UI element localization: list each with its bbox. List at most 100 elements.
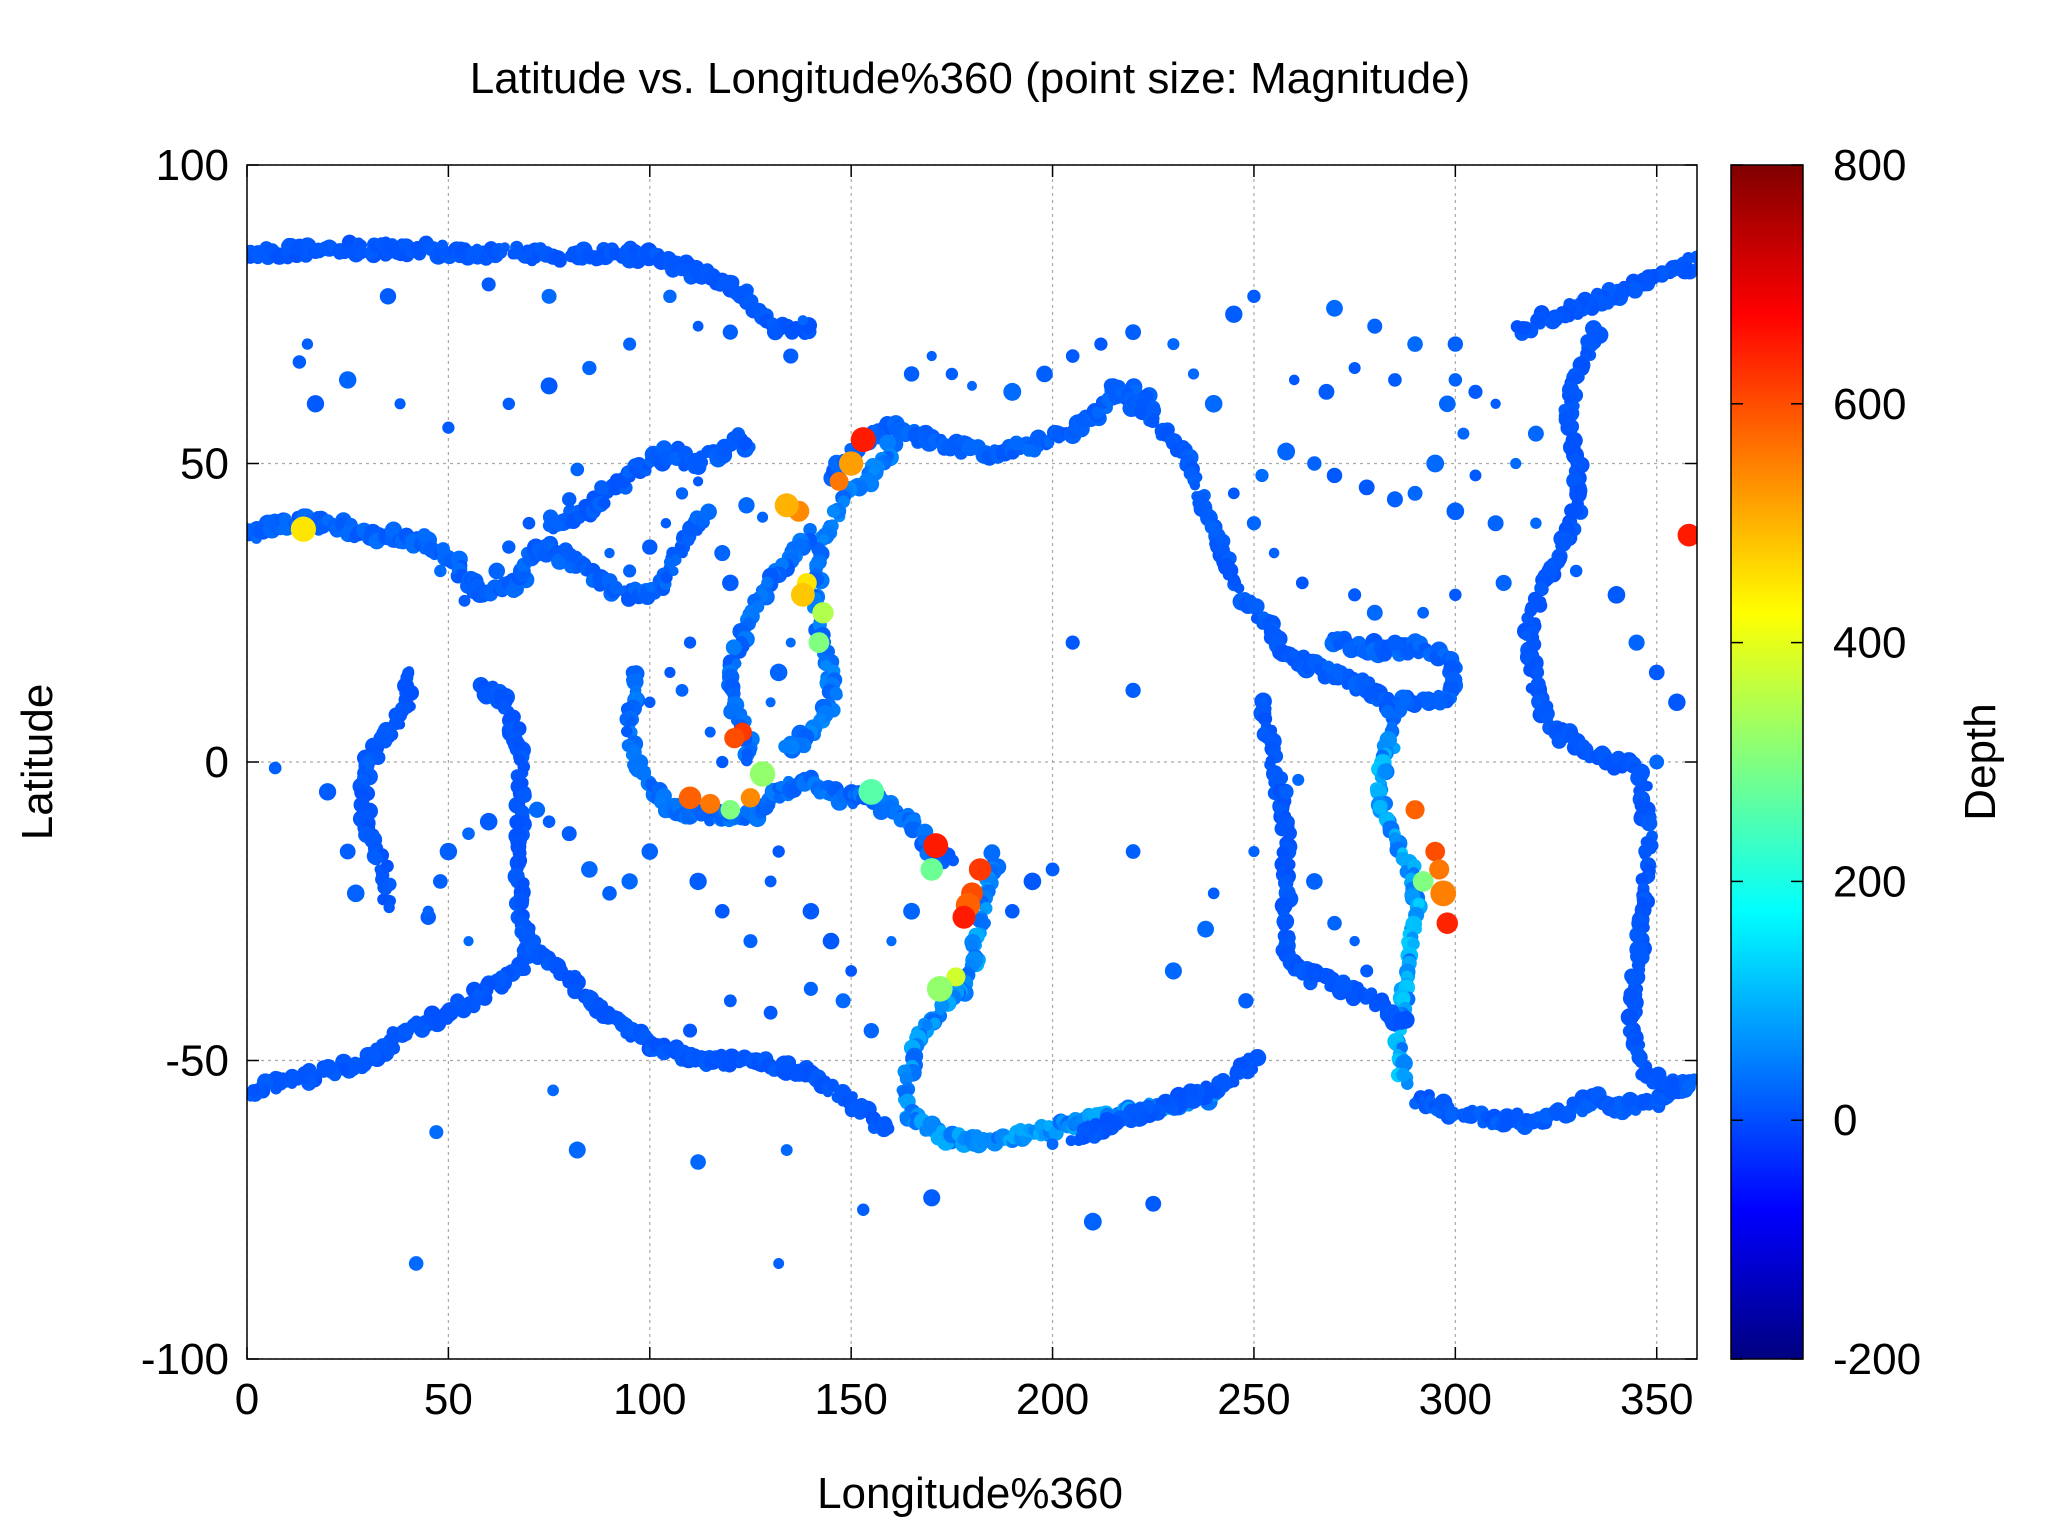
data-point [803,981,818,996]
data-point [764,799,776,811]
data-point [1649,754,1665,770]
data-point [738,497,755,514]
data-point [1438,395,1456,413]
data-point [920,858,943,881]
data-point [1367,318,1383,334]
data-point [1495,574,1512,591]
data-point [675,683,689,697]
data-point [1624,968,1640,984]
data-point [417,528,432,543]
data-point [1449,588,1462,602]
data-point [903,902,920,920]
data-point [338,371,357,389]
data-point [1639,849,1650,860]
data-point [568,1141,586,1159]
data-point [394,398,406,410]
x-tick-label: 100 [613,1375,686,1424]
data-point [602,886,617,901]
data-point [502,397,516,411]
data-point [292,355,307,369]
data-point [642,539,658,555]
data-point [582,360,597,376]
data-point [1246,516,1262,531]
data-point [723,275,738,290]
data-point [716,755,729,769]
data-point [1004,903,1020,919]
data-point [252,252,264,265]
data-point [1372,799,1388,815]
data-point [1265,755,1277,766]
data-point [818,534,829,545]
data-point [926,975,953,1002]
data-point [542,815,556,829]
data-point [1268,547,1280,559]
data-point [301,338,314,350]
data-point [1227,487,1240,500]
data-point [696,456,709,469]
data-point [1233,583,1245,594]
data-point [773,1258,785,1269]
data-point [1146,414,1160,429]
data-point [692,320,704,332]
data-point [1405,915,1423,933]
data-point [481,277,496,292]
data-point [1521,612,1534,625]
data-point [926,350,937,362]
data-point [1125,324,1142,341]
data-point [886,935,897,947]
data-point [1197,920,1215,938]
data-point [1681,1079,1696,1094]
data-point [1407,485,1423,501]
data-point [714,903,730,919]
data-point [1125,682,1141,699]
data-point [1469,469,1482,482]
data-point [1386,491,1403,508]
data-point [1635,873,1649,886]
data-point [690,1154,706,1170]
data-point [1510,457,1522,470]
data-point [517,760,531,774]
data-point [1288,374,1300,386]
data-point [1436,912,1459,934]
data-point [594,480,609,495]
data-point [1426,454,1445,473]
data-point [463,935,474,947]
data-point [1417,606,1430,619]
data-point [678,786,702,810]
x-tick-label: 50 [424,1375,473,1424]
data-point [1648,664,1665,681]
data-point [664,666,676,679]
data-point [1642,780,1653,792]
data-point [785,637,796,648]
data-point [621,873,638,890]
y-tick-label: -50 [165,1037,229,1086]
data-point [723,994,737,1008]
data-point [625,716,637,728]
data-point [1046,1138,1059,1150]
data-point [339,843,356,860]
data-point [384,521,403,539]
data-point [802,902,820,920]
data-point [1292,773,1305,786]
y-tick-label: -100 [141,1335,229,1384]
data-point [808,632,830,653]
data-point [1248,600,1263,616]
data-point [1396,1067,1411,1082]
data-point [1576,357,1590,371]
data-point [1688,1073,1697,1084]
data-point [763,1005,778,1020]
data-point [769,663,788,682]
data-point [714,545,731,562]
data-point [522,516,536,530]
data-point [1668,693,1686,712]
data-point [1065,1135,1077,1147]
data-point [1534,595,1547,608]
data-point [1569,564,1583,578]
data-point [1632,1047,1646,1061]
data-point [660,517,672,529]
data-point [1366,604,1383,621]
data-point [1358,479,1375,496]
data-point [797,315,808,326]
colorbar-tick-label: 600 [1833,380,1906,429]
data-point [879,434,897,452]
